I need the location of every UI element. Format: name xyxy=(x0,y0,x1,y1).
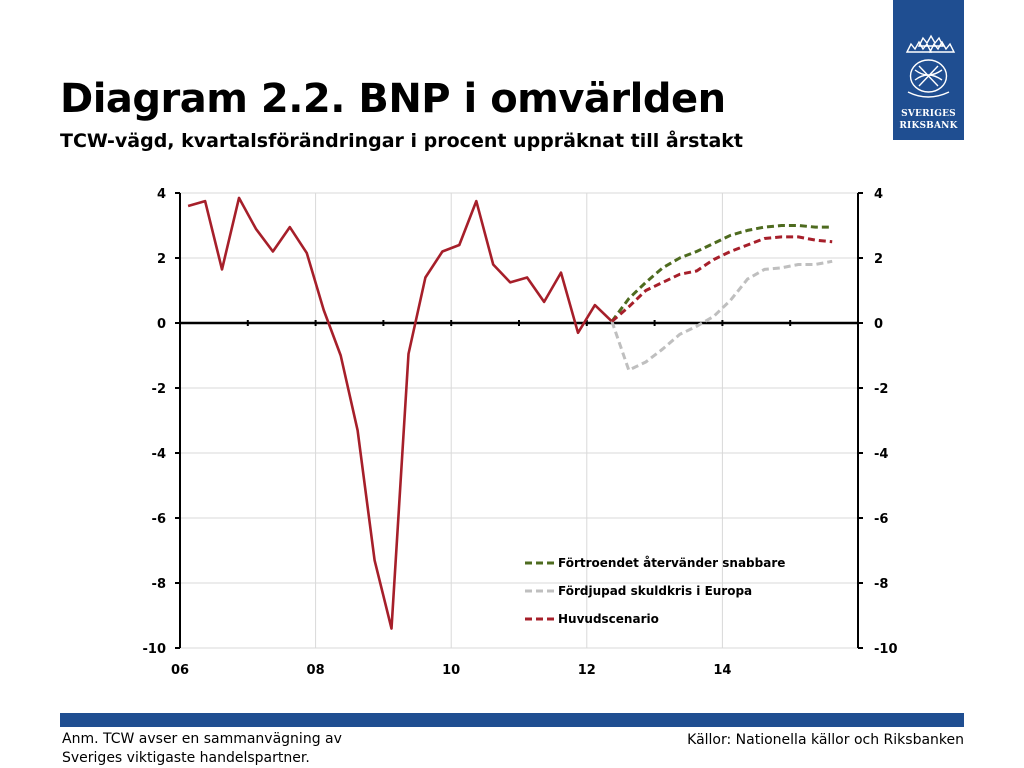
y-tick-label-left: -4 xyxy=(152,447,166,462)
crown-emblem-icon xyxy=(905,34,956,98)
page-subtitle: TCW-vägd, kvartalsförändringar i procent… xyxy=(60,130,744,152)
series-line-1 xyxy=(610,224,833,323)
series-line-3 xyxy=(610,235,833,323)
y-tick-label-right: -4 xyxy=(874,447,888,462)
x-tick-label: 12 xyxy=(578,663,596,678)
gdp-line-chart: 4 4 2 2 0 0 -2 -2 -4 -4 -6 -6 -8 -8 -10 -10 06 08 10 12 14 Fö… xyxy=(143,187,898,678)
y-tick-label-left: -8 xyxy=(152,577,166,592)
y-tick-label-left: -10 xyxy=(143,642,167,657)
logo-line-2: RIKSBANK xyxy=(899,121,958,131)
series-line-0 xyxy=(187,196,613,630)
y-tick-label-left: -6 xyxy=(152,512,166,527)
riksbank-logo: SVERIGES RIKSBANK xyxy=(893,0,964,140)
y-tick-label-right: -8 xyxy=(874,577,888,592)
legend-label: Huvudscenario xyxy=(558,612,659,626)
y-tick-label-right: -6 xyxy=(874,512,888,527)
y-tick-label-left: 2 xyxy=(157,252,166,267)
y-tick-label-left: -2 xyxy=(152,382,166,397)
footer-source: Källor: Nationella källor och Riksbanken xyxy=(687,732,964,748)
page-title: Diagram 2.2. BNP i omvärlden xyxy=(60,76,726,122)
series-line-2 xyxy=(610,259,833,372)
legend-label: Fördjupad skuldkris i Europa xyxy=(558,584,752,598)
x-tick-label: 14 xyxy=(713,663,731,678)
y-tick-label-right: 0 xyxy=(874,317,883,332)
x-tick-label: 10 xyxy=(442,663,460,678)
footer-divider-bar xyxy=(60,713,964,727)
y-tick-label-right: 4 xyxy=(874,187,883,202)
y-tick-label-right: -2 xyxy=(874,382,888,397)
x-tick-label: 08 xyxy=(307,663,325,678)
y-tick-label-right: 2 xyxy=(874,252,883,267)
y-tick-label-left: 4 xyxy=(157,187,166,202)
legend-label: Förtroendet återvänder snabbare xyxy=(558,556,785,570)
footer-note: Anm. TCW avser en sammanvägning av Sveri… xyxy=(62,731,342,766)
x-tick-label: 06 xyxy=(171,663,189,678)
y-tick-label-right: -10 xyxy=(874,642,898,657)
logo-line-1: SVERIGES xyxy=(901,109,956,119)
y-tick-label-left: 0 xyxy=(157,317,166,332)
